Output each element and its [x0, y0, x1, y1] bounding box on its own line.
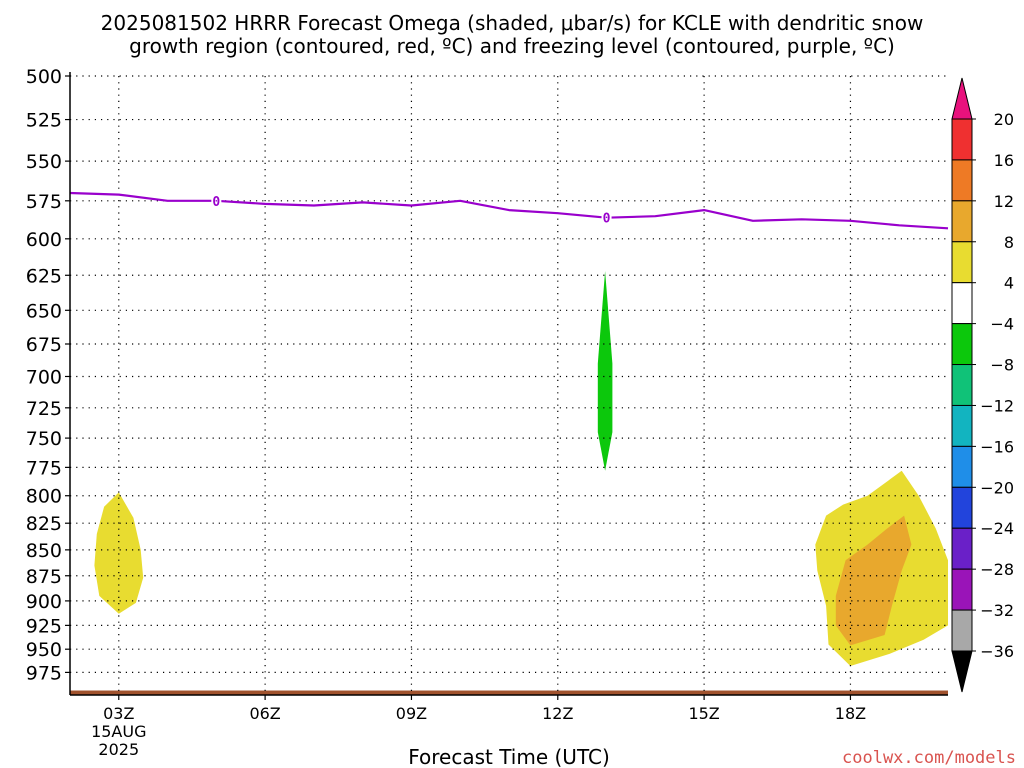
y-tick-label: 850 — [26, 540, 62, 562]
omega-region — [597, 271, 613, 471]
x-date-label: 2025 — [98, 740, 139, 759]
y-tick-label: 525 — [26, 110, 62, 132]
y-tick-label: 950 — [26, 639, 62, 661]
colorbar-label: −12 — [980, 396, 1014, 415]
y-tick-label: 725 — [26, 398, 62, 420]
colorbar-label: −32 — [980, 601, 1014, 620]
colorbar-band — [951, 159, 973, 202]
colorbar-band — [951, 282, 973, 325]
x-date-label: 15AUG — [91, 722, 146, 741]
colorbar-label: 20 — [994, 110, 1014, 129]
omega-fill-layer — [70, 271, 948, 695]
freezing-level-line — [69, 191, 949, 230]
x-tick-label: 12Z — [542, 704, 573, 723]
colorbar-band — [951, 445, 973, 488]
freezing-level-label: 0 — [212, 195, 220, 210]
colorbar-band — [951, 609, 973, 652]
y-tick-label: 675 — [26, 334, 62, 356]
y-tick-label: 900 — [26, 591, 62, 613]
colorbar-band — [951, 118, 973, 161]
colorbar-bottom-arrow — [951, 650, 973, 693]
colorbar-label: −4 — [990, 315, 1014, 334]
y-tick-label: 825 — [26, 513, 62, 535]
credit-label: coolwx.com/models — [842, 748, 1016, 768]
colorbar-band — [951, 200, 973, 243]
freezing-level-label: 0 — [603, 212, 611, 227]
chart-title-line-2: growth region (contoured, red, ºC) and f… — [129, 34, 895, 58]
y-tick-label: 750 — [26, 428, 62, 450]
colorbar-band — [951, 323, 973, 366]
y-tick-label: 550 — [26, 151, 62, 173]
omega-region — [94, 492, 144, 614]
y-tick-label: 575 — [26, 191, 62, 213]
grid-layer — [70, 75, 948, 695]
colorbar-label: 8 — [1004, 233, 1014, 252]
colorbar-band — [951, 364, 973, 406]
x-tick-label: 09Z — [396, 704, 427, 723]
colorbar-label: −24 — [980, 519, 1014, 538]
colorbar-label: −16 — [980, 437, 1014, 456]
x-tick-label: 06Z — [249, 704, 280, 723]
y-tick-label: 500 — [26, 66, 62, 88]
omega-region — [835, 515, 912, 646]
colorbar-label: −28 — [980, 560, 1014, 579]
colorbar-label: 12 — [994, 192, 1014, 211]
colorbar-label: −8 — [990, 356, 1014, 375]
x-tick-label: 18Z — [835, 704, 866, 723]
colorbar-label: 16 — [994, 151, 1014, 170]
colorbar-band — [951, 568, 973, 611]
x-tick-label: 03Z — [103, 704, 134, 723]
colorbar-label: 4 — [1004, 274, 1014, 293]
y-tick-label: 600 — [26, 229, 62, 251]
x-axis-label: Forecast Time (UTC) — [408, 745, 610, 768]
y-tick-label: 700 — [26, 366, 62, 388]
axes-layer: 500 525 550 575 600 625 650 675 700 725 750 775 800 8… — [26, 66, 948, 759]
colorbar-band — [951, 527, 973, 570]
y-tick-label: 975 — [26, 662, 62, 684]
colorbar-band — [951, 404, 973, 447]
y-tick-label: 625 — [26, 265, 62, 287]
freezing-level-layer: 00 — [69, 191, 949, 230]
y-tick-label: 650 — [26, 300, 62, 322]
colorbar-top-arrow — [951, 77, 973, 120]
y-tick-label: 925 — [26, 615, 62, 637]
colorbar-band — [951, 486, 973, 529]
colorbar-label: −36 — [980, 642, 1014, 661]
freezing-label-bg — [211, 192, 222, 209]
colorbar-label: −20 — [980, 478, 1014, 497]
y-tick-label: 800 — [26, 486, 62, 508]
terrain-band — [70, 690, 948, 695]
y-tick-label: 775 — [26, 457, 62, 479]
colorbar: 20 16 12 8 4 −4 −8 −12 −16 −20 −24 −28 −32 −36 — [951, 77, 1014, 693]
colorbar-band — [951, 241, 973, 284]
y-tick-label: 875 — [26, 566, 62, 588]
x-tick-label: 15Z — [688, 704, 719, 723]
freezing-label-bg — [601, 209, 612, 226]
chart-title-line-1: 2025081502 HRRR Forecast Omega (shaded, … — [101, 11, 924, 35]
